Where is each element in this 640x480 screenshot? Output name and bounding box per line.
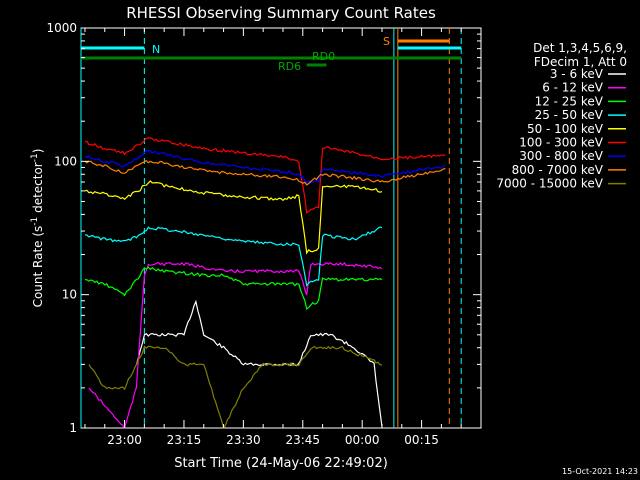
series-line-6 xyxy=(84,149,446,185)
legend-label-0: 3 - 6 keV xyxy=(550,67,604,81)
annotation-n: N xyxy=(152,43,160,56)
legend-label-2: 12 - 25 keV xyxy=(535,94,604,108)
legend-label-3: 25 - 50 keV xyxy=(535,108,604,122)
legend: Det 1,3,4,5,6,9, FDecim 1, Att 0 3 - 6 k… xyxy=(496,41,627,191)
annotation-rd0: RD0 xyxy=(312,50,335,63)
x-tick-label-2: 23:30 xyxy=(226,433,261,447)
legend-label-5: 100 - 300 keV xyxy=(519,136,603,150)
series-line-4 xyxy=(84,180,383,255)
annotations: N RD0 RD6 S xyxy=(152,35,390,73)
y-label-sup-2: -1 xyxy=(30,153,40,162)
legend-label-8: 7000 - 15000 keV xyxy=(496,177,603,191)
plot-area: 1 10 100 1000 23:00 23:15 23:30 23:45 00:00 00:1… xyxy=(46,21,482,447)
x-tick-label-1: 23:15 xyxy=(167,433,202,447)
legend-header-2: FDecim 1, Att 0 xyxy=(534,55,627,69)
annotation-rd6: RD6 xyxy=(278,60,301,73)
series-line-8 xyxy=(88,345,383,430)
timestamp: 15-Oct-2021 14:23 xyxy=(562,467,638,476)
series-line-5 xyxy=(84,137,446,215)
x-axis-ticks: 23:00 23:15 23:30 23:45 00:00 00:15 xyxy=(84,28,462,447)
y-axis-label: Count Rate (s-1 detector-1) xyxy=(30,149,45,308)
legend-header-1: Det 1,3,4,5,6,9, xyxy=(533,41,627,55)
series-group xyxy=(84,137,446,430)
y-tick-label-1: 10 xyxy=(62,288,77,302)
attitude-bars xyxy=(81,39,462,67)
x-tick-label-3: 23:45 xyxy=(285,433,320,447)
legend-label-4: 50 - 100 keV xyxy=(527,122,604,136)
event-lines xyxy=(80,28,462,428)
y-label-sup-1: -1 xyxy=(30,217,40,226)
series-line-2 xyxy=(84,266,383,310)
y-label-part-1: Count Rate (s xyxy=(31,226,45,308)
x-tick-label-5: 00:15 xyxy=(404,433,439,447)
x-tick-label-0: 23:00 xyxy=(107,433,142,447)
legend-label-1: 6 - 12 keV xyxy=(542,81,604,95)
y-axis-ticks: 1 10 100 1000 xyxy=(46,21,481,435)
y-tick-label-0: 1 xyxy=(69,421,77,435)
y-axis-label-text: Count Rate (s-1 detector-1) xyxy=(30,149,45,308)
x-axis-label: Start Time (24-May-06 22:49:02) xyxy=(174,456,388,471)
series-line-7 xyxy=(84,159,446,186)
legend-label-6: 300 - 800 keV xyxy=(519,149,603,163)
y-tick-label-3: 1000 xyxy=(46,21,77,35)
x-tick-label-4: 00:00 xyxy=(345,433,380,447)
y-label-part-3: ) xyxy=(31,149,45,154)
series-line-1 xyxy=(88,261,383,429)
series-line-0 xyxy=(135,299,383,427)
annotation-s: S xyxy=(383,35,390,48)
legend-label-7: 800 - 7000 keV xyxy=(512,163,604,177)
y-label-part-2: detector xyxy=(31,162,45,217)
chart-title: RHESSI Observing Summary Count Rates xyxy=(126,4,436,22)
y-tick-label-2: 100 xyxy=(54,154,77,168)
series-line-3 xyxy=(85,226,383,287)
